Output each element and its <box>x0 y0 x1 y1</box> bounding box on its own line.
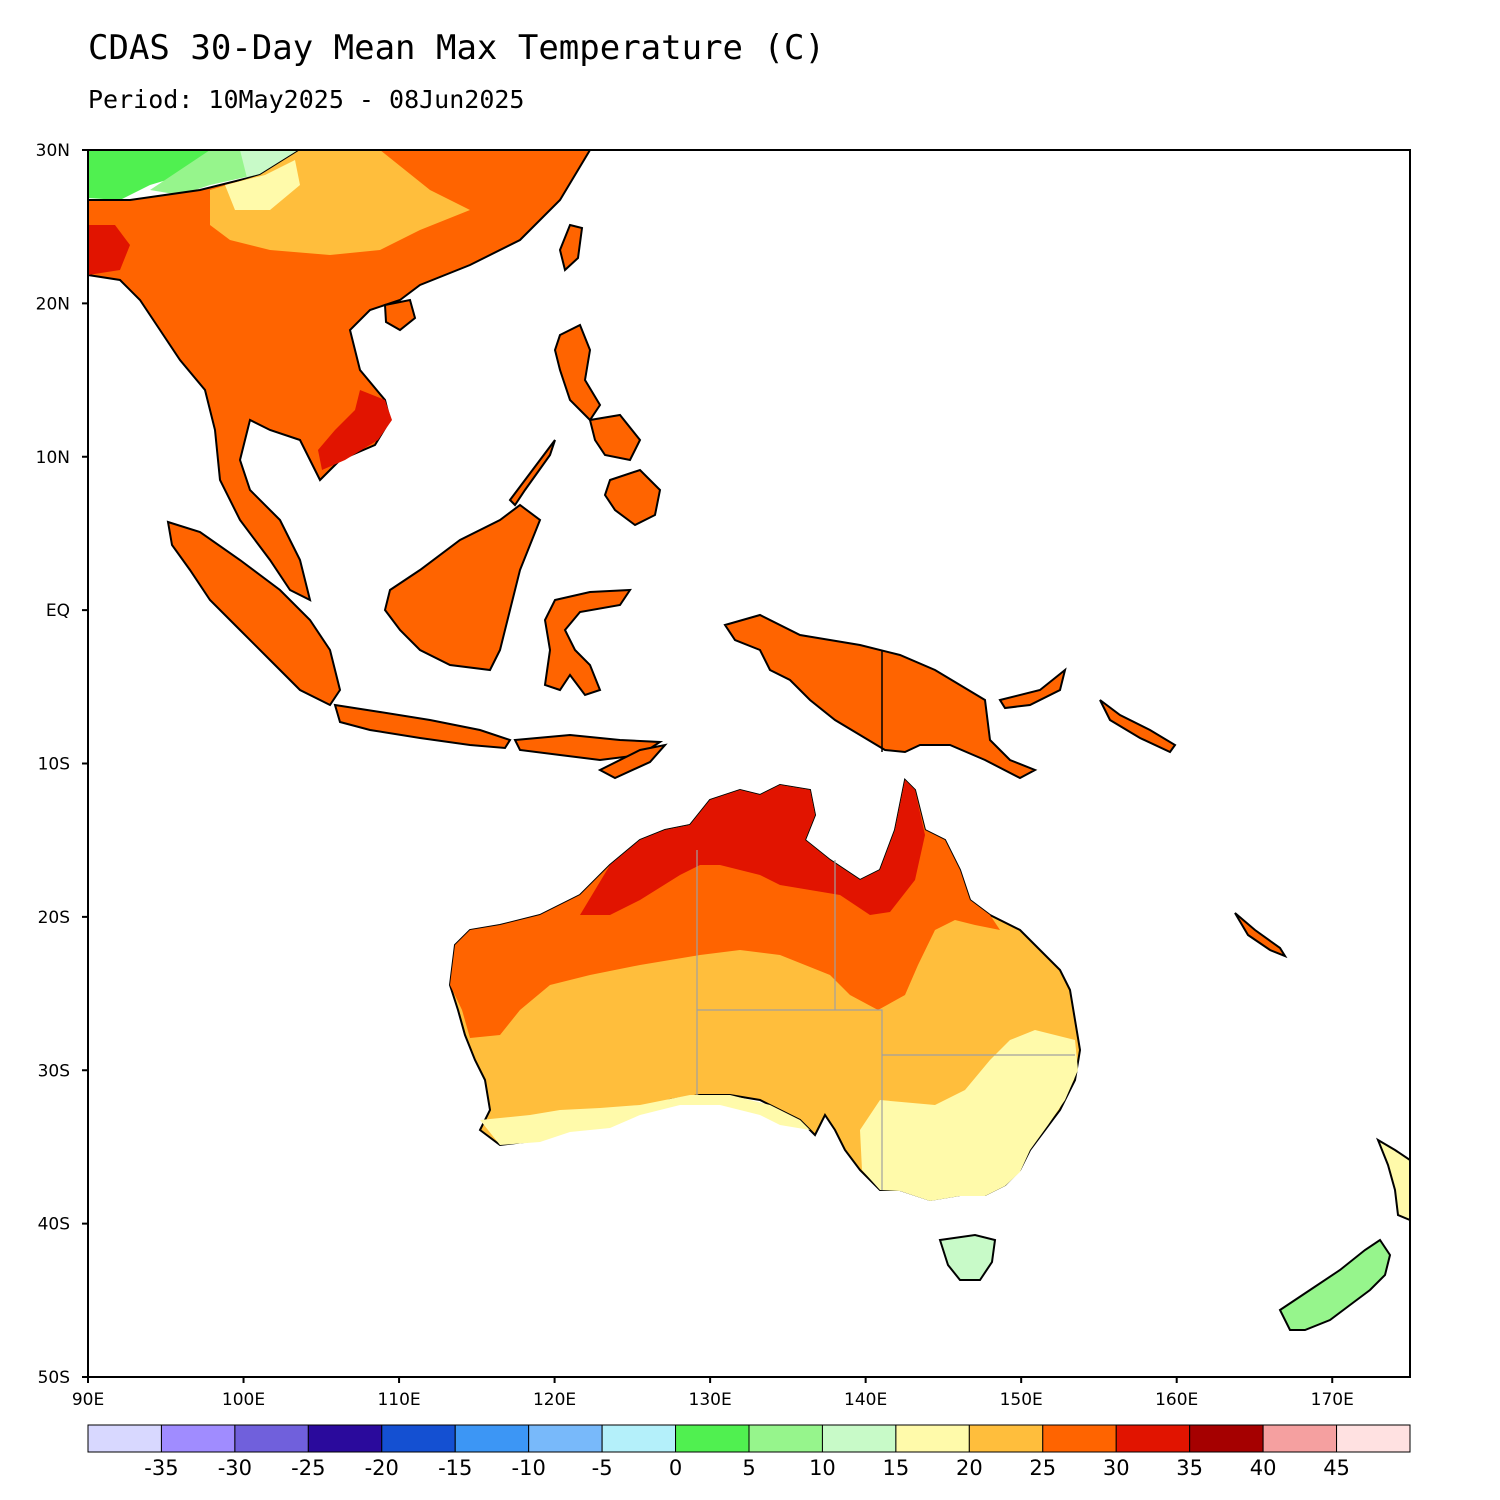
colorbar-label: 35 <box>1176 1456 1203 1480</box>
colorbar-label: 30 <box>1103 1456 1130 1480</box>
region-china-light <box>225 160 300 210</box>
lat-tick-label: 20N <box>36 294 70 314</box>
region-solomon <box>1099 699 1177 754</box>
colorbar-label: 20 <box>956 1456 983 1480</box>
region-new-britain <box>998 667 1067 710</box>
land-areas <box>87 149 1411 1331</box>
region-new-caledonia <box>1234 912 1288 959</box>
lat-tick-label: 50S <box>38 1368 70 1388</box>
region-sumatra <box>166 520 342 707</box>
colorbar-swatch <box>821 1424 897 1453</box>
page-title: CDAS 30-Day Mean Max Temperature (C) <box>88 28 825 68</box>
colorbar-swatch <box>895 1424 970 1453</box>
colorbar-swatch <box>87 1424 162 1453</box>
latitude-axis: 30N 20N 10N EQ 10S 20S 30S 40S 50S <box>36 141 88 1388</box>
lon-tick-label: 100E <box>222 1390 265 1410</box>
lon-tick-label: 90E <box>72 1390 104 1410</box>
colorbar-label: -30 <box>218 1456 252 1480</box>
colorbar-label: 25 <box>1029 1456 1056 1480</box>
colorbar-label: 15 <box>883 1456 910 1480</box>
lon-tick-label: 140E <box>844 1390 887 1410</box>
lon-tick-label: 130E <box>689 1390 732 1410</box>
region-visayas <box>588 413 642 462</box>
lat-tick-label: 30S <box>38 1061 70 1081</box>
colorbar-swatch <box>1189 1424 1264 1453</box>
colorbar-label: -15 <box>438 1456 472 1480</box>
colorbar-swatch <box>968 1424 1044 1453</box>
longitude-axis: 90E 100E 110E 120E 130E 140E 150E 160E 170E <box>72 1377 1354 1410</box>
region-taiwan <box>558 223 584 272</box>
colorbar-swatch <box>160 1424 236 1453</box>
colorbar-label: -5 <box>592 1456 613 1480</box>
lon-tick-label: 160E <box>1155 1390 1198 1410</box>
lat-tick-label: EQ <box>46 601 70 621</box>
colorbar-label: 0 <box>669 1456 682 1480</box>
region-mindanao <box>603 468 662 527</box>
lon-tick-label: 110E <box>377 1390 420 1410</box>
colorbar: -35 -30 -25 -20 -15 -10 -5 0 5 10 15 20 25 30 35 40 45 <box>87 1424 1411 1480</box>
colorbar-swatch <box>748 1424 823 1453</box>
lat-tick-label: 10S <box>38 755 70 775</box>
colorbar-label: -20 <box>365 1456 399 1480</box>
colorbar-swatch <box>601 1424 677 1453</box>
region-tibetan-margin <box>88 150 210 200</box>
period-subtitle: Period: 10May2025 - 08Jun2025 <box>88 85 525 114</box>
region-timor <box>597 743 668 780</box>
colorbar-swatch <box>528 1424 603 1453</box>
region-new-zealand-north <box>1375 1137 1411 1222</box>
region-palawan <box>508 439 556 507</box>
colorbar-label: -35 <box>144 1456 178 1480</box>
region-central-australia <box>450 780 1000 1038</box>
region-mainland-sea <box>87 149 592 602</box>
region-sulawesi <box>543 588 632 697</box>
colorbar-swatch <box>381 1424 456 1453</box>
region-tasmania <box>938 1233 997 1281</box>
state-borders <box>696 850 1075 1190</box>
lat-tick-label: 40S <box>38 1215 70 1235</box>
region-luzon <box>553 323 602 422</box>
colorbar-swatch <box>1262 1424 1338 1453</box>
colorbar-swatch <box>1115 1424 1191 1453</box>
colorbar-label: -25 <box>291 1456 325 1480</box>
colorbar-swatch <box>454 1424 530 1453</box>
lon-tick-label: 170E <box>1311 1390 1354 1410</box>
colorbar-swatch <box>234 1424 309 1453</box>
region-australia-south <box>480 1095 810 1145</box>
colorbar-label: 45 <box>1323 1456 1350 1480</box>
colorbar-swatch <box>1042 1424 1117 1453</box>
region-northern-australia <box>580 780 925 915</box>
region-java <box>333 703 512 750</box>
region-southeast-australia <box>860 1030 1078 1201</box>
colorbar-label: -10 <box>512 1456 546 1480</box>
region-borneo <box>383 503 542 672</box>
colorbar-label: 5 <box>742 1456 755 1480</box>
colorbar-swatch <box>675 1424 750 1453</box>
colorbar-label: 40 <box>1250 1456 1277 1480</box>
region-hainan <box>383 298 417 332</box>
colorbar-swatch <box>307 1424 383 1453</box>
lat-tick-label: 20S <box>38 908 70 928</box>
region-new-zealand-south <box>1278 1238 1392 1331</box>
lon-tick-label: 120E <box>533 1390 576 1410</box>
region-new-guinea <box>723 613 1038 780</box>
lat-tick-label: 10N <box>36 448 70 468</box>
region-southern-vietnam <box>318 390 392 470</box>
colorbar-swatch <box>1336 1424 1411 1453</box>
lat-tick-label: 30N <box>36 141 70 161</box>
colorbar-label: 10 <box>809 1456 836 1480</box>
lon-tick-label: 150E <box>1000 1390 1043 1410</box>
region-burma-hot <box>88 225 130 275</box>
